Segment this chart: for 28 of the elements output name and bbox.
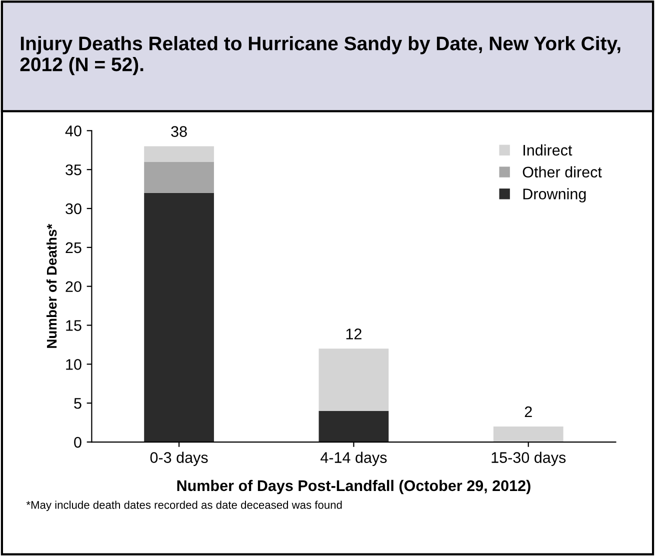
total-label: 2 bbox=[524, 406, 532, 418]
y-tick-label: 15 bbox=[66, 320, 82, 331]
y-tick-label: 35 bbox=[66, 164, 82, 176]
bar bbox=[318, 348, 389, 411]
y-tick-label: 40 bbox=[65, 126, 82, 136]
y-tick-label: 0 bbox=[74, 436, 82, 448]
bar bbox=[318, 410, 389, 442]
legend-label: Drowning bbox=[523, 188, 586, 202]
x-tick-label: 4-14 days bbox=[320, 452, 387, 466]
bar bbox=[144, 146, 214, 162]
total-label: 38 bbox=[171, 126, 187, 137]
y-axis-title: Number of Deaths* bbox=[46, 224, 57, 348]
bar bbox=[144, 162, 214, 193]
legend-label: Indirect bbox=[524, 144, 572, 156]
y-tick-label: 5 bbox=[74, 398, 82, 409]
bar bbox=[144, 192, 214, 442]
x-tick-label: 0-3 days bbox=[150, 452, 208, 466]
y-tick-label: 30 bbox=[66, 203, 82, 214]
y-tick-label: 25 bbox=[66, 242, 82, 254]
text: *May include death dates recorded as date deceased was found bbox=[26, 500, 342, 512]
y-tick-label: 20 bbox=[66, 281, 82, 292]
legend-label: Other direct bbox=[522, 166, 602, 178]
y-tick-label: 10 bbox=[66, 359, 82, 370]
bar bbox=[493, 426, 564, 442]
total-label: 12 bbox=[346, 328, 362, 340]
x-tick-label: 15-30 days bbox=[492, 452, 566, 466]
x-axis-title: Number of Days Post-Landfall (October 29, 2012) bbox=[177, 480, 530, 494]
chart-title: Injury Deaths Related to Hurricane Sandy by Date, New York City, 2012 (N = 52). bbox=[20, 36, 620, 76]
